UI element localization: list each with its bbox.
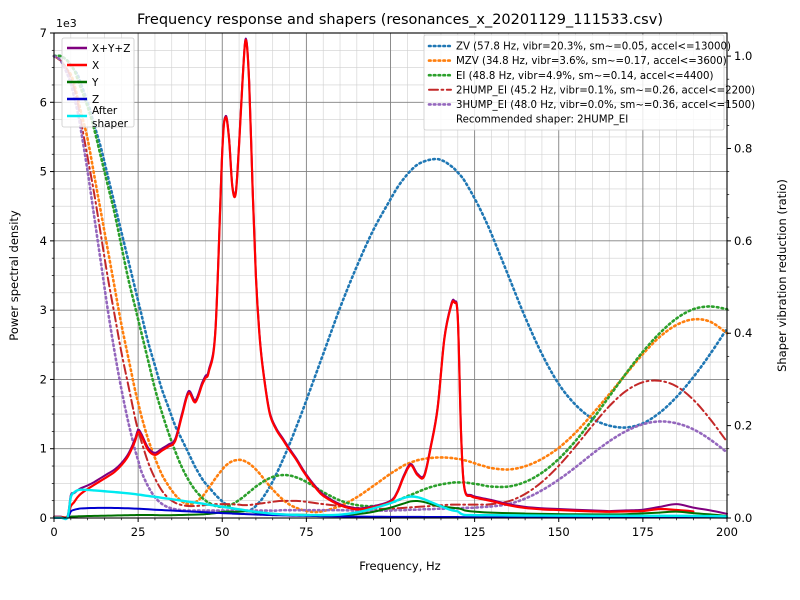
psd-curves [52,37,729,521]
y2tick-label-1: 1.0 [734,49,752,63]
xtick-label-100: 100 [380,525,402,539]
legend-right-label-mzv: MZV (34.8 Hz, vibr=3.6%, sm~=0.17, accel… [456,56,727,67]
ytick-label-1: 1 [40,442,47,456]
xtick-label-50: 50 [215,525,230,539]
psd-curve-after-shaper [52,488,729,521]
shaper-curve-ei [52,54,729,509]
ytick-label-5: 5 [40,165,47,179]
xtick-label-150: 150 [548,525,570,539]
y2tick-label-0: 0.0 [734,511,752,525]
ytick-label-3: 3 [40,303,47,317]
psd-curve-z [53,506,728,520]
legend-left-label-1: X [92,60,99,72]
xtick-label-125: 125 [464,525,486,539]
y2tick-label-0.8: 0.8 [734,141,752,155]
ytick-label-7: 7 [40,26,47,40]
legend-right-label-zv: ZV (57.8 Hz, vibr=20.3%, sm~=0.05, accel… [456,42,731,53]
x-axis-label: Frequency, Hz [359,559,440,573]
y2tick-label-0.4: 0.4 [734,326,752,340]
legend-left-label-4a: After [92,105,118,117]
legend-left-label-3: Z [92,94,99,106]
chart-title: Frequency response and shapers (resonanc… [137,12,663,28]
ytick-label-0: 0 [40,511,47,525]
legend-right[interactable]: ZV (57.8 Hz, vibr=20.3%, sm~=0.05, accel… [423,34,755,131]
shaper-curves [52,54,729,514]
xtick-label-175: 175 [632,525,654,539]
legend-right-label-3hump_ei: 3HUMP_EI (48.0 Hz, vibr=0.0%, sm~=0.36, … [456,100,755,111]
shaper-curve-zv [52,54,729,513]
legend-left-label-4b: shaper [92,118,129,130]
xtick-label-75: 75 [299,525,314,539]
legend-left-label-0: X+Y+Z [92,43,130,55]
legend-left-box [61,37,135,128]
y2tick-label-0.2: 0.2 [734,419,752,433]
ytick-label-2: 2 [40,372,47,386]
psd-curve-x [52,38,695,519]
legend-right-label-2hump_ei: 2HUMP_EI (45.2 Hz, vibr=0.1%, sm~=0.26, … [456,85,755,96]
legend-right-label-ei: EI (48.8 Hz, vibr=4.9%, sm~=0.14, accel<… [456,71,713,82]
legend-left-label-2: Y [91,77,99,89]
y2tick-label-0.6: 0.6 [734,234,752,248]
ytick-label-6: 6 [40,95,47,109]
shaper-curve-2hump_ei [53,55,728,510]
shaper-curve-3hump_ei [52,54,729,512]
xtick-label-200: 200 [716,525,738,539]
shaper-curve-mzv [52,54,729,514]
ytick-label-4: 4 [40,234,47,248]
y2-axis-label: Shaper vibration reduction (ratio) [775,179,789,372]
y-axis-exponent-label: 1e3 [56,17,77,30]
legend-right-box [423,34,725,131]
xtick-label-25: 25 [131,525,146,539]
xtick-label-0: 0 [50,525,57,539]
axis-ticks: 0 25 50 75 100 125 150 175 200 0 1 2 3 4 5 6 7 0.0 0.2 0.4 0… [40,26,753,539]
y-axis-label: Power spectral density [7,210,21,341]
recommended-shaper-note: Recommended shaper: 2HUMP_EI [456,115,628,126]
